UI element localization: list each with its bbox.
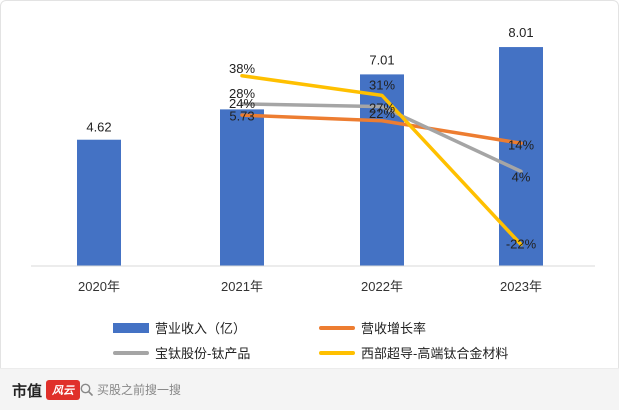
footer-bar: 市值 风云 买股之前搜一搜 xyxy=(0,368,619,410)
brand-logo[interactable]: 市值 风云 xyxy=(12,378,81,402)
growth-data-label: 31% xyxy=(369,77,395,92)
growth-data-label: 4% xyxy=(512,169,531,184)
growth-data-label: 22% xyxy=(369,106,395,121)
x-tick-label: 2021年 xyxy=(221,279,263,294)
growth-data-label: -22% xyxy=(506,237,537,252)
growth-data-label: 14% xyxy=(508,137,534,152)
growth-line xyxy=(240,102,523,174)
search-placeholder: 买股之前搜一搜 xyxy=(97,382,182,397)
legend-label: 宝钛股份-钛产品 xyxy=(155,346,250,361)
revenue-bar xyxy=(220,109,264,266)
growth-data-label: 24% xyxy=(229,96,255,111)
x-tick-label: 2022年 xyxy=(361,279,403,294)
x-tick-label: 2023年 xyxy=(500,279,542,294)
legend-swatch xyxy=(113,323,149,333)
legend-label: 西部超导-高端钛合金材料 xyxy=(361,346,508,361)
growth-data-label: 38% xyxy=(229,61,255,76)
revenue-bar xyxy=(77,139,121,266)
growth-data-label: 28% xyxy=(229,86,255,101)
revenue-bar xyxy=(499,47,543,267)
growth-line xyxy=(240,113,523,145)
chart-panel: 2020年 2021年 2022年 2023年 4.62 5.73 7.01 8.01 24% 2… xyxy=(9,9,610,369)
search-box[interactable]: 买股之前搜一搜 xyxy=(80,378,188,400)
legend-label: 营业收入（亿） xyxy=(155,321,246,336)
brand-name: 市值 xyxy=(12,381,43,400)
revenue-data-label: 4.62 xyxy=(86,120,111,135)
growth-line xyxy=(240,74,523,247)
growth-data-label: 27% xyxy=(369,101,395,116)
revenue-data-label: 8.01 xyxy=(508,25,533,40)
revenue-data-label: 7.01 xyxy=(369,52,394,67)
brand-seal: 风云 xyxy=(46,380,81,400)
x-tick-label: 2020年 xyxy=(78,279,120,294)
revenue-data-label: 5.73 xyxy=(229,108,254,123)
legend-label: 营收增长率 xyxy=(361,321,426,336)
search-icon xyxy=(80,383,93,396)
revenue-growth-chart: 2020年 2021年 2022年 2023年4.625.737.018.0124%2… xyxy=(31,25,595,361)
